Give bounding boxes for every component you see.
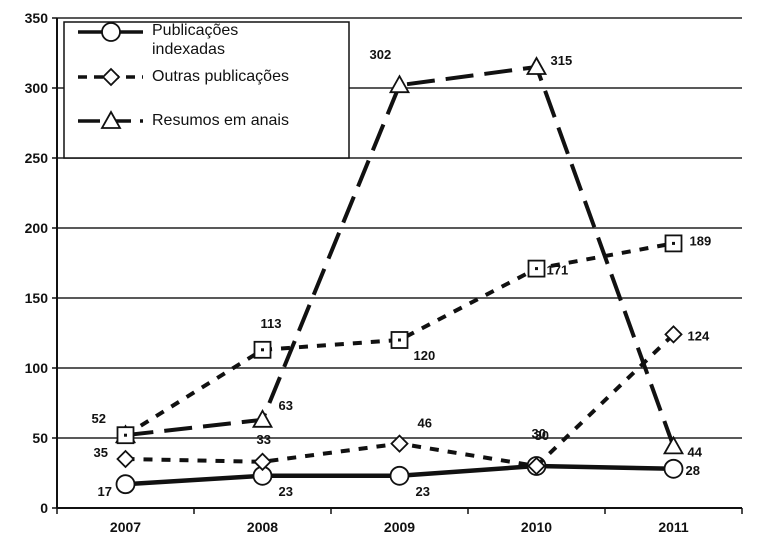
- data-label: 28: [686, 463, 700, 478]
- circle-marker: [115, 474, 136, 495]
- diamond-marker: [116, 449, 135, 469]
- data-label: 23: [279, 484, 293, 499]
- legend-label: Publicações: [152, 22, 238, 39]
- y-tick-label: 200: [25, 220, 49, 236]
- square-marker-dot: [672, 241, 675, 245]
- triangle-marker: [251, 408, 274, 428]
- x-tick-label: 2009: [384, 519, 415, 535]
- y-tick-label: 100: [25, 360, 49, 376]
- x-tick-label: 2008: [247, 519, 278, 535]
- square-marker-dot: [398, 338, 401, 342]
- data-label: 52: [92, 411, 106, 426]
- data-label: 113: [261, 316, 282, 331]
- square-marker-dot: [261, 348, 264, 352]
- y-tick-label: 150: [25, 290, 49, 306]
- data-label: 315: [551, 53, 573, 68]
- y-tick-label: 250: [25, 150, 49, 166]
- diamond-marker: [527, 456, 546, 476]
- legend-diamond-marker: [101, 67, 121, 87]
- circle-marker: [663, 458, 684, 479]
- triangle-marker: [525, 56, 548, 75]
- data-label: 302: [370, 47, 392, 62]
- series-line-2: [125, 65, 676, 448]
- x-tick-label: 2007: [110, 519, 141, 535]
- diamond-marker: [664, 325, 683, 344]
- square-marker-dot: [124, 433, 127, 437]
- data-label: 35: [94, 445, 108, 460]
- data-label: 189: [690, 233, 712, 248]
- data-label: 33: [257, 432, 271, 447]
- triangle-marker: [662, 435, 685, 455]
- x-tick-label: 2011: [658, 519, 689, 535]
- diamond-marker: [253, 452, 272, 472]
- triangle-marker: [388, 74, 411, 94]
- data-label: 124: [688, 328, 710, 343]
- data-label: 44: [688, 444, 703, 459]
- y-tick-label: 0: [40, 500, 48, 516]
- data-label: 30: [535, 428, 549, 443]
- diamond-marker: [390, 434, 409, 453]
- data-label: 63: [279, 398, 293, 413]
- y-tick-label: 350: [25, 10, 49, 26]
- legend-label: indexadas: [152, 41, 225, 58]
- y-tick-label: 300: [25, 80, 49, 96]
- data-label: 30: [532, 426, 546, 441]
- legend-box: [63, 21, 350, 159]
- y-tick-label: 50: [32, 430, 48, 446]
- legend-label: Outras publicações: [152, 68, 289, 85]
- legend-label: Resumos em anais: [152, 112, 289, 129]
- data-label: 120: [414, 348, 436, 363]
- legend-triangle-marker: [100, 110, 122, 129]
- data-label: 23: [416, 484, 430, 499]
- square-marker-dot: [535, 267, 538, 271]
- legend-circle-marker: [101, 22, 121, 42]
- data-label: 171: [547, 263, 569, 278]
- circle-marker: [389, 465, 410, 486]
- x-tick-label: 2010: [521, 519, 552, 535]
- data-label: 17: [98, 484, 112, 499]
- data-label: 46: [418, 416, 432, 431]
